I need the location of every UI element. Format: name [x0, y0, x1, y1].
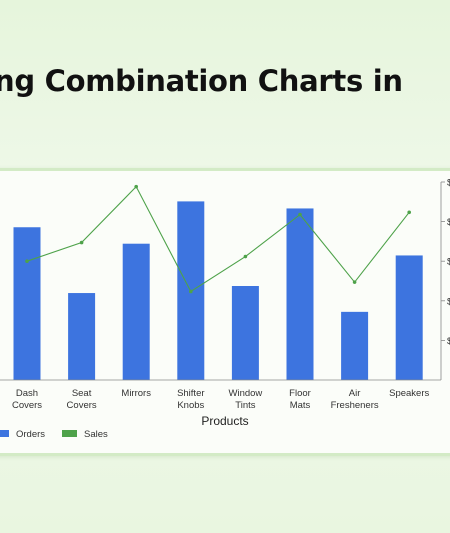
bar-orders-0 — [13, 227, 41, 380]
legend: Orders Sales — [0, 429, 108, 440]
legend-swatch-orders — [0, 430, 9, 437]
legend-label-sales: Sales — [84, 429, 108, 440]
sales-line — [26, 185, 410, 293]
bars-layer — [13, 201, 423, 380]
sales-line-layer — [25, 184, 412, 294]
page-title: ng Combination Charts in — [0, 64, 403, 98]
category-label-3: Shifter Knobs — [177, 388, 204, 411]
category-label-0: Dash Covers — [12, 388, 42, 411]
right-tick-label-0: $ — [447, 336, 450, 347]
bar-orders-6 — [341, 311, 369, 380]
right-axis-ticks: $ $ $ $ $ — [441, 178, 450, 347]
combination-chart: $ $ $ $ $ Dash Covers Seat Covers Mirrors Shifter… — [0, 178, 450, 440]
right-tick-label-4: $ — [447, 178, 450, 189]
bar-orders-1 — [68, 293, 96, 380]
category-label-2: Mirrors — [121, 388, 151, 399]
sales-point-4 — [243, 254, 248, 259]
right-tick-label-3: $ — [447, 217, 450, 228]
sales-point-7 — [407, 210, 412, 215]
category-label-6: Air Fresheners — [331, 388, 379, 411]
sales-point-1 — [79, 240, 84, 245]
category-label-7: Speakers — [389, 388, 429, 399]
right-tick-label-2: $ — [447, 257, 450, 268]
legend-swatch-sales — [62, 430, 77, 437]
sales-point-0 — [25, 259, 29, 263]
bar-orders-7 — [395, 255, 423, 380]
sales-point-2 — [134, 184, 138, 189]
sales-point-5 — [298, 212, 302, 217]
bar-orders-5 — [286, 208, 314, 380]
x-axis-title: Products — [201, 414, 248, 428]
category-label-5: Floor Mats — [289, 388, 311, 411]
bar-orders-2 — [122, 243, 150, 380]
right-tick-label-1: $ — [447, 296, 450, 307]
category-labels: Dash Covers Seat Covers Mirrors Shifter Knobs W… — [12, 388, 430, 411]
sales-point-6 — [352, 280, 357, 284]
legend-label-orders: Orders — [16, 429, 45, 440]
category-label-1: Seat Covers — [67, 388, 97, 411]
sales-point-3 — [189, 289, 193, 294]
category-label-4: Window Tints — [229, 388, 263, 411]
bar-orders-4 — [231, 286, 259, 380]
